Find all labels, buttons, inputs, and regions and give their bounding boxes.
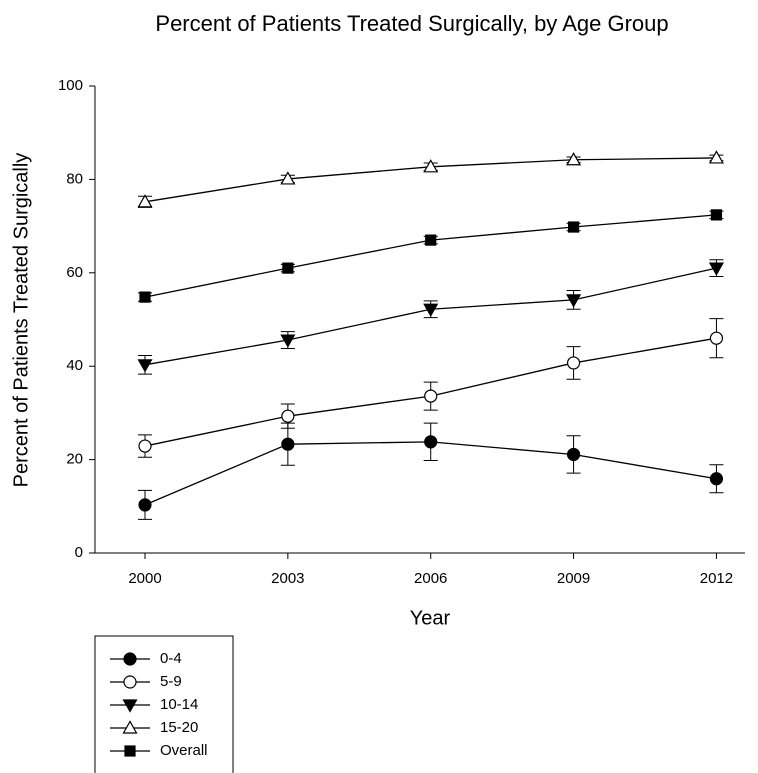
- legend-label: 15-20: [160, 719, 198, 736]
- x-tick-label: 2003: [271, 570, 304, 587]
- data-point: [566, 152, 582, 166]
- data-point: [280, 334, 296, 348]
- legend-label: 0-4: [160, 650, 182, 667]
- data-point: [423, 303, 439, 317]
- legend-marker: [122, 699, 138, 713]
- legend-marker: [123, 675, 137, 689]
- data-point: [566, 294, 582, 308]
- y-tick-label: 40: [66, 357, 83, 374]
- data-point: [567, 221, 580, 233]
- data-point: [708, 262, 724, 276]
- data-point: [709, 472, 724, 486]
- data-point: [423, 159, 439, 173]
- data-point: [139, 291, 151, 303]
- legend-label: 5-9: [160, 673, 182, 690]
- series-line: [144, 214, 717, 298]
- y-tick-label: 80: [66, 170, 83, 187]
- data-point: [710, 209, 723, 221]
- x-tick-label: 2006: [414, 570, 447, 587]
- data-point: [282, 262, 294, 274]
- data-point: [424, 435, 438, 449]
- y-tick-label: 20: [66, 451, 83, 468]
- data-point: [566, 447, 581, 462]
- legend-marker: [123, 652, 137, 666]
- data-point: [280, 171, 296, 185]
- data-point: [709, 331, 724, 345]
- x-tick-label: 2012: [700, 570, 733, 587]
- data-point: [424, 389, 438, 403]
- legend-marker: [124, 745, 136, 757]
- legend-label: Overall: [160, 742, 208, 759]
- data-point: [708, 150, 724, 164]
- legend-marker: [122, 720, 138, 734]
- data-point: [138, 439, 152, 453]
- y-tick-label: 60: [66, 264, 83, 281]
- data-point: [281, 409, 295, 423]
- chart-title: Percent of Patients Treated Surgically, …: [155, 11, 668, 36]
- y-axis-label: Percent of Patients Treated Surgically: [10, 153, 32, 488]
- data-point: [137, 359, 153, 373]
- x-axis-label: Year: [410, 607, 451, 629]
- x-tick-label: 2000: [128, 570, 161, 587]
- data-point: [137, 194, 153, 208]
- y-tick-label: 100: [58, 77, 83, 94]
- y-tick-label: 0: [75, 544, 83, 561]
- data-point: [566, 356, 581, 370]
- x-tick-label: 2009: [557, 570, 590, 587]
- data-point: [281, 437, 295, 451]
- legend-label: 10-14: [160, 696, 198, 713]
- data-point: [425, 234, 437, 246]
- data-point: [138, 498, 152, 512]
- legend-box: [94, 635, 234, 773]
